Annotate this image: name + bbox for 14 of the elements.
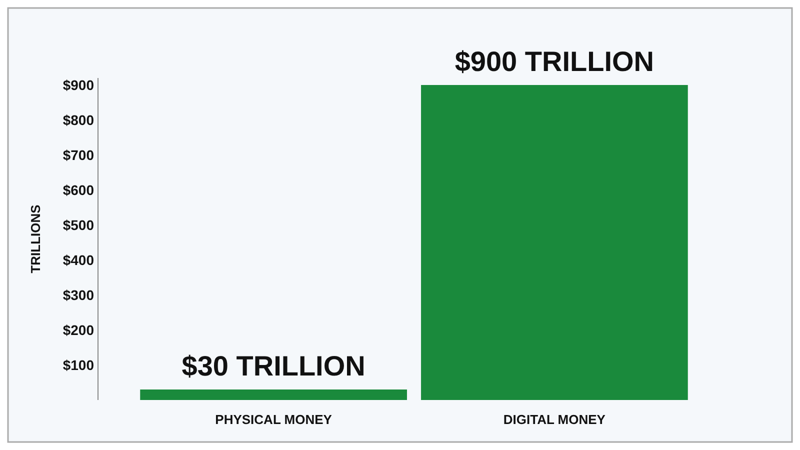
y-tick-label: $900 xyxy=(62,76,94,93)
data-label: $900 TRILLION xyxy=(454,46,654,77)
y-tick-label: $700 xyxy=(62,146,94,163)
y-tick-label: $800 xyxy=(62,112,94,128)
y-tick-label: $400 xyxy=(62,252,94,268)
y-tick-label: $600 xyxy=(62,182,94,198)
y-axis-title: TRILLIONS xyxy=(28,204,43,274)
y-tick-label: $200 xyxy=(62,322,94,338)
y-tick-label: $500 xyxy=(62,216,94,233)
x-tick-label: PHYSICAL MONEY xyxy=(215,412,332,427)
data-label: $30 TRILLION xyxy=(182,350,366,382)
x-tick-label: DIGITAL MONEY xyxy=(503,412,606,427)
y-tick-label: $300 xyxy=(62,286,94,303)
y-tick-label: $100 xyxy=(62,356,94,373)
